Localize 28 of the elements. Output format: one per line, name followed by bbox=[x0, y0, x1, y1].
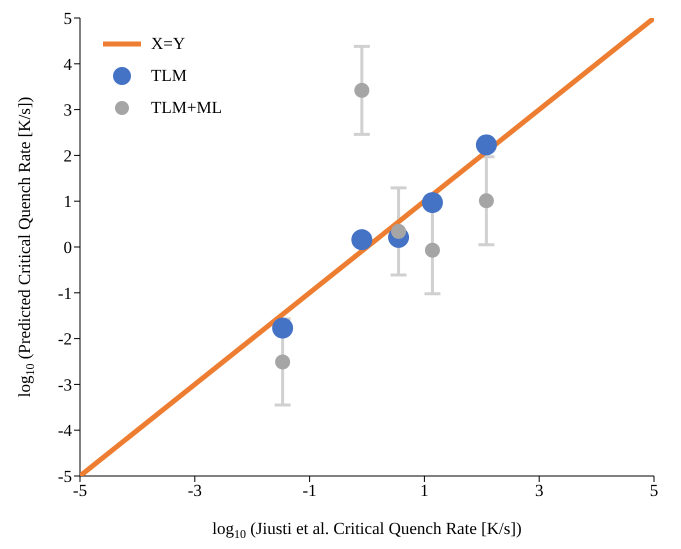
point bbox=[275, 354, 290, 370]
y-tick-label: 2 bbox=[64, 146, 72, 166]
y-tick-label: 1 bbox=[64, 192, 72, 212]
y-tick-label: -1 bbox=[58, 284, 72, 303]
point bbox=[422, 192, 443, 214]
x-axis-title: log$_{10}$ (Jiusti et al. Critical Quench Rate [K/s]) bbox=[212, 519, 522, 541]
x-tick-label: 5 bbox=[650, 481, 658, 500]
legend-label: TLM bbox=[151, 66, 187, 86]
x-tick-label: -3 bbox=[188, 481, 202, 500]
y-tick-label: -3 bbox=[58, 375, 72, 394]
y-tick-label: -2 bbox=[58, 330, 72, 349]
x-tick-label: 3 bbox=[534, 481, 544, 500]
point bbox=[478, 193, 494, 208]
y-tick-label: -4 bbox=[58, 421, 72, 440]
y-tick-label: -5 bbox=[58, 467, 72, 486]
point bbox=[354, 82, 370, 98]
y-tick-label: 0 bbox=[64, 238, 72, 258]
point bbox=[272, 318, 294, 339]
legend-label: X=Y bbox=[151, 34, 186, 54]
y-tick-label: 5 bbox=[64, 9, 72, 28]
x-tick-label: 1 bbox=[420, 481, 429, 500]
point bbox=[351, 229, 372, 250]
y-tick-label: 3 bbox=[64, 100, 72, 120]
legend-label: TLM+ML bbox=[151, 98, 222, 118]
point bbox=[424, 242, 440, 258]
x-tick-label: -1 bbox=[302, 481, 317, 500]
point bbox=[476, 134, 497, 156]
y-tick-label: 4 bbox=[64, 54, 72, 74]
